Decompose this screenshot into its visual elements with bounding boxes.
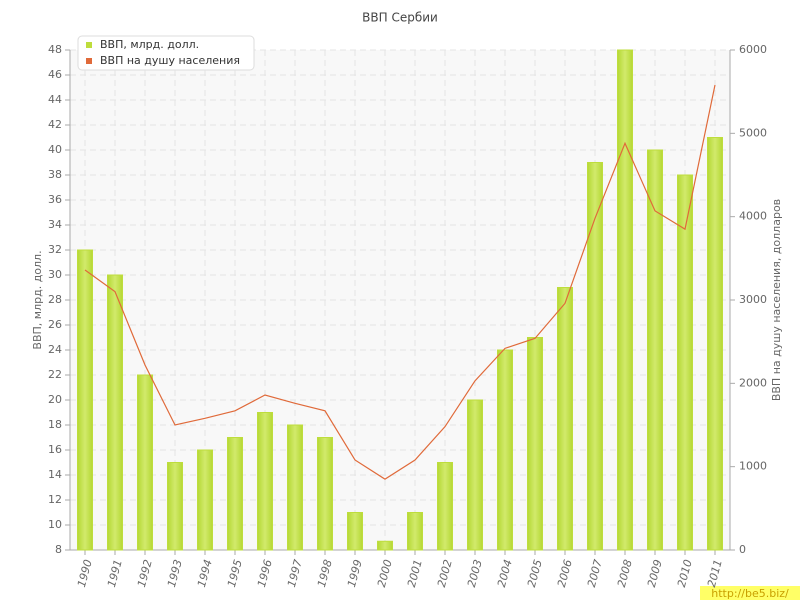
chart-title: ВВП Сербии bbox=[362, 11, 438, 25]
bar bbox=[587, 162, 603, 551]
bar bbox=[197, 449, 213, 551]
y-tick-label: 20 bbox=[48, 393, 62, 406]
bar bbox=[557, 287, 573, 551]
bar bbox=[317, 437, 333, 551]
y-tick-label: 32 bbox=[48, 243, 62, 256]
bar bbox=[77, 249, 93, 551]
bar bbox=[707, 137, 723, 551]
y2-tick-label: 5000 bbox=[739, 126, 767, 139]
y-tick-label: 18 bbox=[48, 418, 62, 431]
legend-label: ВВП на душу населения bbox=[100, 54, 240, 67]
y-axis-label: ВВП, млрд. долл. bbox=[31, 250, 44, 349]
y-tick-label: 22 bbox=[48, 368, 62, 381]
bar bbox=[467, 399, 483, 551]
y-tick-label: 40 bbox=[48, 143, 62, 156]
x-tick-label: 1994 bbox=[195, 558, 215, 588]
bar bbox=[287, 424, 303, 551]
watermark-bg bbox=[700, 586, 800, 600]
legend: ВВП, млрд. долл. ВВП на душу населения bbox=[77, 35, 255, 71]
bar bbox=[227, 437, 243, 551]
bar bbox=[497, 349, 513, 551]
y-tick-label: 16 bbox=[48, 443, 62, 456]
bar bbox=[107, 274, 123, 551]
legend-label: ВВП, млрд. долл. bbox=[100, 38, 199, 51]
x-tick-label: 2003 bbox=[465, 558, 485, 588]
y2-tick-label: 1000 bbox=[739, 460, 767, 473]
y2-axis-label: ВВП на душу населения, долларов bbox=[770, 199, 783, 401]
x-tick-label: 1992 bbox=[135, 558, 155, 588]
x-tick-label: 2001 bbox=[405, 558, 425, 588]
y-tick-label: 12 bbox=[48, 493, 62, 506]
y-tick-label: 28 bbox=[48, 293, 62, 306]
x-tick-label: 2000 bbox=[375, 558, 395, 588]
x-tick-label: 2010 bbox=[675, 558, 695, 588]
x-tick-label: 1990 bbox=[75, 558, 95, 588]
x-tick-label: 1995 bbox=[225, 558, 245, 588]
y2-tick-label: 0 bbox=[739, 543, 746, 556]
bar bbox=[347, 512, 363, 551]
y-tick-label: 24 bbox=[48, 343, 62, 356]
x-tick-label: 2011 bbox=[705, 558, 725, 588]
bar bbox=[257, 412, 273, 551]
y-tick-label: 36 bbox=[48, 193, 62, 206]
x-tick-label: 2005 bbox=[525, 558, 545, 588]
bar bbox=[647, 149, 663, 551]
y-tick-label: 14 bbox=[48, 468, 62, 481]
x-tick-label: 1999 bbox=[345, 558, 365, 588]
bar bbox=[137, 374, 153, 551]
x-tick-label: 1993 bbox=[165, 558, 185, 588]
x-tick-label: 2009 bbox=[645, 558, 665, 588]
y-tick-label: 30 bbox=[48, 268, 62, 281]
x-tick-label: 1996 bbox=[255, 558, 275, 588]
x-tick-label: 2007 bbox=[585, 558, 605, 588]
watermark: http://be5.biz/ bbox=[711, 587, 789, 600]
bar bbox=[377, 540, 393, 551]
x-tick-label: 2004 bbox=[495, 558, 515, 588]
legend-swatch bbox=[86, 42, 92, 48]
x-tick-label: 2006 bbox=[555, 558, 575, 588]
line bbox=[84, 84, 716, 480]
y2-tick-label: 6000 bbox=[739, 43, 767, 56]
x-tick-label: 2002 bbox=[435, 558, 455, 588]
y-tick-label: 34 bbox=[48, 218, 62, 231]
bar bbox=[527, 337, 543, 551]
y-tick-label: 46 bbox=[48, 68, 62, 81]
bar bbox=[407, 512, 423, 551]
bar bbox=[437, 462, 453, 551]
legend-box bbox=[77, 35, 255, 71]
x-tick-label: 2008 bbox=[615, 558, 635, 588]
y-tick-label: 48 bbox=[48, 43, 62, 56]
y2-tick-label: 4000 bbox=[739, 210, 767, 223]
y-tick-label: 26 bbox=[48, 318, 62, 331]
bar bbox=[677, 174, 693, 551]
y2-tick-label: 2000 bbox=[739, 376, 767, 389]
y-tick-label: 42 bbox=[48, 118, 62, 131]
y-tick-label: 44 bbox=[48, 93, 62, 106]
x-tick-label: 1997 bbox=[285, 558, 305, 588]
y-tick-label: 10 bbox=[48, 518, 62, 531]
y-tick-label: 38 bbox=[48, 168, 62, 181]
bar bbox=[617, 49, 633, 551]
x-tick-label: 1998 bbox=[315, 558, 335, 588]
y-tick-label: 8 bbox=[55, 543, 62, 556]
legend-swatch bbox=[86, 58, 92, 64]
bar bbox=[167, 462, 183, 551]
x-tick-label: 1991 bbox=[105, 558, 125, 588]
y2-tick-label: 3000 bbox=[739, 293, 767, 306]
